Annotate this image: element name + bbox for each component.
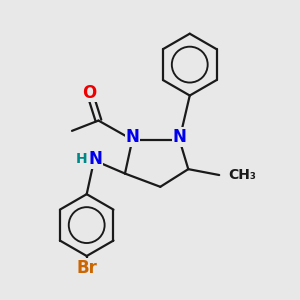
Text: CH₃: CH₃ — [228, 168, 256, 182]
Text: N: N — [172, 128, 186, 146]
Text: O: O — [82, 84, 97, 102]
Text: H: H — [76, 152, 88, 166]
Text: N: N — [88, 150, 103, 168]
Text: Br: Br — [76, 259, 97, 277]
Text: N: N — [125, 128, 139, 146]
